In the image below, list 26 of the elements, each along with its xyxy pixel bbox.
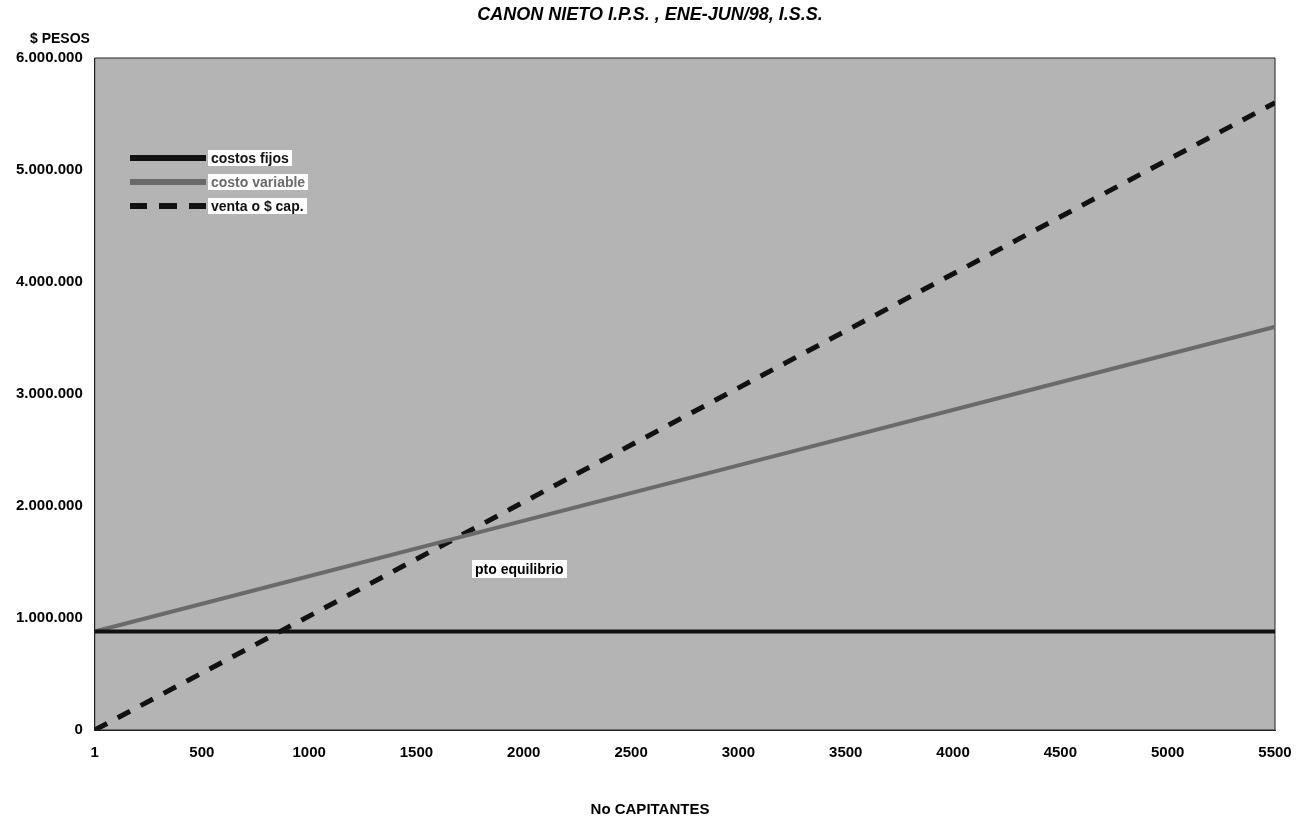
- x-tick-label: 4500: [1043, 743, 1078, 761]
- legend-label: costo variable: [208, 174, 309, 190]
- x-tick-label: 1500: [399, 743, 434, 761]
- y-tick-label: 3.000.000: [16, 384, 83, 402]
- chart-title: CANON NIETO I.P.S. , ENE-JUN/98, I.S.S.: [476, 4, 824, 25]
- x-tick-label: 5000: [1151, 743, 1185, 761]
- annotation: pto equilibrio: [472, 560, 567, 578]
- y-tick-label: 2.000.000: [16, 496, 83, 514]
- y-tick-label: 5.000.000: [16, 160, 83, 178]
- x-tick-label: 1000: [292, 743, 326, 761]
- y-tick-label: 6.000.000: [16, 48, 83, 66]
- x-tick-label: 4000: [936, 743, 970, 761]
- y-tick-label: 0: [74, 720, 83, 738]
- x-tick-label: 2500: [614, 743, 648, 761]
- legend-label: costos fijos: [208, 150, 292, 166]
- x-axis-title: No CAPITANTES: [589, 800, 711, 817]
- x-tick-label: 500: [189, 743, 215, 761]
- legend-label: venta o $ cap.: [208, 198, 307, 214]
- x-tick-label: 1: [90, 743, 99, 761]
- x-tick-label: 3000: [721, 743, 756, 761]
- y-tick-label: 4.000.000: [16, 272, 83, 290]
- x-tick-label: 2000: [507, 743, 541, 761]
- y-axis-title: $ PESOS: [30, 30, 90, 46]
- x-tick-label: 5500: [1258, 743, 1292, 761]
- x-tick-label: 3500: [829, 743, 863, 761]
- y-tick-label: 1.000.000: [16, 608, 83, 626]
